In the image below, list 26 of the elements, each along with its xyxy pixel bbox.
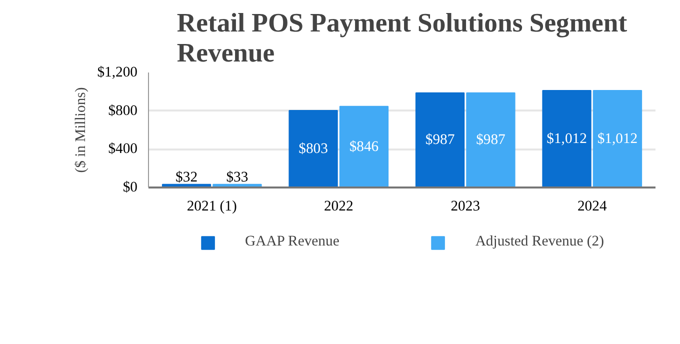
x-tick-label: 2021 (1): [186, 198, 238, 214]
y-tick-label: $1,200: [97, 64, 138, 80]
bar: [466, 92, 516, 188]
data-label: $846: [349, 138, 379, 155]
legend-label: Adjusted Revenue (2): [475, 234, 604, 250]
data-label: $987: [476, 132, 506, 148]
x-tick-label: 2022: [324, 198, 354, 214]
y-tick-label: $0: [122, 180, 138, 196]
chart-title: Retail POS Payment Solutions Segment Revenue: [176, 8, 628, 68]
data-label: $987: [425, 132, 455, 148]
y-tick-label: $400: [108, 141, 138, 158]
data-label: $1,012: [546, 131, 587, 148]
bar: [288, 110, 338, 188]
bar: [592, 90, 642, 188]
bar: [415, 92, 465, 188]
legend-label: GAAP Revenue: [245, 234, 340, 250]
data-label: $803: [298, 141, 328, 158]
y-tick-label: $800: [108, 102, 138, 119]
x-tick-label: 2023: [450, 198, 480, 214]
data-label: $33: [226, 169, 248, 186]
y-axis-title: ($ in Millions): [73, 87, 90, 173]
bar: [542, 90, 592, 188]
bar: [339, 106, 389, 188]
data-label: $32: [176, 170, 198, 186]
x-tick-label: 2024: [577, 198, 608, 214]
data-label: $1,012: [597, 131, 638, 148]
